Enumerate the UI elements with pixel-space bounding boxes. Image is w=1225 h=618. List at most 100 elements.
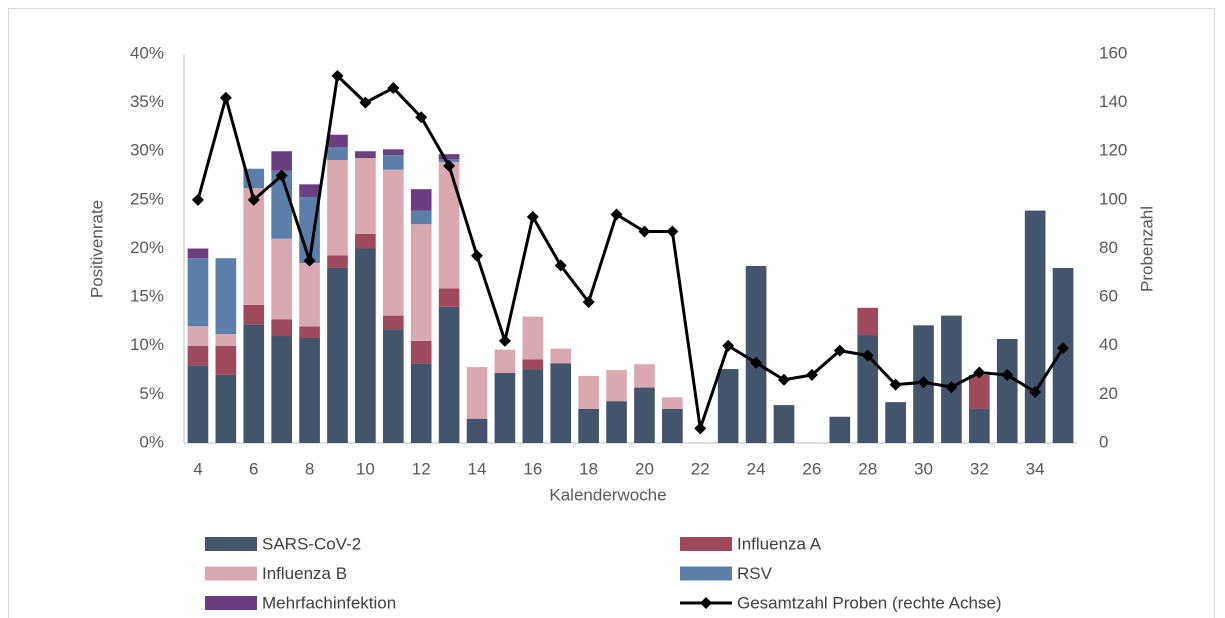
line-marker [1057, 342, 1070, 355]
bar-segment [1052, 267, 1074, 443]
line-marker [275, 169, 288, 182]
bar-segment [271, 336, 292, 443]
bar-segment [215, 374, 237, 443]
bar-segment [215, 258, 237, 335]
line-marker [610, 208, 623, 221]
bar-segment [438, 306, 460, 443]
bar-segment [299, 326, 320, 338]
line-marker [387, 82, 400, 95]
x-tick-label: 8 [305, 459, 314, 478]
x-tick-label: 10 [356, 459, 375, 478]
bar-segment [382, 169, 404, 316]
bar-segment [578, 408, 599, 443]
bar-segment [996, 338, 1018, 443]
line-marker [554, 259, 567, 272]
y-axis-label: Positivenrate [87, 200, 106, 298]
line-marker [1029, 385, 1042, 398]
legend-label: RSV [737, 564, 773, 583]
bar-segment [941, 315, 962, 443]
bar-segment [466, 367, 488, 419]
y-tick-label: 35% [130, 92, 164, 111]
y2-tick-label: 100 [1099, 189, 1127, 208]
legend-label: SARS-CoV-2 [262, 534, 361, 553]
line-marker [945, 381, 958, 394]
bar-segment [969, 408, 990, 443]
bar-segment [662, 397, 683, 409]
y-tick-label: 5% [139, 384, 164, 403]
bar-segment [550, 363, 572, 443]
bar-segment [187, 345, 209, 366]
legend-swatch [205, 537, 257, 551]
bar-segment [1024, 210, 1046, 443]
x-tick-label: 34 [1026, 459, 1045, 478]
bar-segment [271, 319, 292, 337]
x-tick-label: 16 [523, 459, 542, 478]
bar-segment [410, 189, 432, 211]
line-marker [415, 111, 428, 124]
legend-label: Gesamtzahl Proben (rechte Achse) [737, 593, 1002, 612]
line-marker [247, 193, 260, 206]
legend-swatch [205, 596, 257, 610]
y2-tick-label: 160 [1099, 43, 1127, 62]
line-marker [638, 225, 651, 238]
bar-segment [299, 337, 320, 443]
bar-segment [355, 158, 376, 234]
bar-segment [829, 416, 851, 443]
bar-segment [857, 307, 879, 336]
x-tick-label: 22 [691, 459, 710, 478]
bar-segment [355, 151, 376, 159]
bar-segment [355, 248, 376, 443]
line-marker [526, 210, 539, 223]
bar-segment [382, 149, 404, 156]
bar-segment [522, 359, 544, 370]
bar-segment [271, 238, 292, 320]
bar-segment [634, 364, 655, 388]
y-tick-label: 40% [130, 43, 164, 62]
line-marker [666, 225, 679, 238]
line-marker [303, 254, 316, 267]
legend-label: Mehrfachinfektion [262, 593, 396, 612]
legend-swatch [680, 537, 732, 551]
line-marker [582, 295, 595, 308]
bar-segment [410, 363, 432, 443]
bar-segment [885, 402, 906, 443]
bar-segment [550, 348, 572, 364]
bar-segment [382, 315, 404, 330]
y-tick-label: 30% [130, 141, 164, 160]
line-marker [219, 91, 232, 104]
bar-segment [271, 151, 292, 171]
y2-tick-label: 0 [1099, 432, 1108, 451]
bar-segment [662, 408, 683, 443]
bar-segment [243, 324, 265, 443]
y2-tick-label: 40 [1099, 335, 1118, 354]
line-marker [331, 69, 344, 82]
legend-marker [700, 597, 712, 609]
y2-tick-label: 140 [1099, 92, 1127, 111]
legend-swatch [680, 566, 732, 581]
line-marker [750, 356, 763, 369]
y2-axis-label: Probenzahl [1137, 206, 1156, 292]
line-marker [833, 344, 846, 357]
bar-segment [606, 370, 627, 402]
bar-segment [327, 267, 348, 443]
bar-segment [243, 188, 265, 305]
line-marker [917, 376, 930, 389]
line-marker [777, 373, 790, 386]
bar-segment [634, 387, 655, 443]
bar-segment [187, 248, 209, 259]
bar-segment [243, 304, 265, 325]
bar-segment [215, 334, 237, 346]
line-marker [1001, 368, 1014, 381]
x-tick-label: 26 [802, 459, 821, 478]
bar-segment [745, 266, 767, 443]
bar-segment [187, 326, 209, 346]
bar-segment [299, 184, 320, 197]
legend-label: Influenza A [737, 534, 822, 553]
line-marker [722, 339, 735, 352]
bar-segment [606, 401, 627, 443]
y2-tick-label: 120 [1099, 141, 1127, 160]
line-marker [443, 159, 456, 172]
bar-segment [494, 372, 516, 443]
bar-segment [410, 210, 432, 225]
